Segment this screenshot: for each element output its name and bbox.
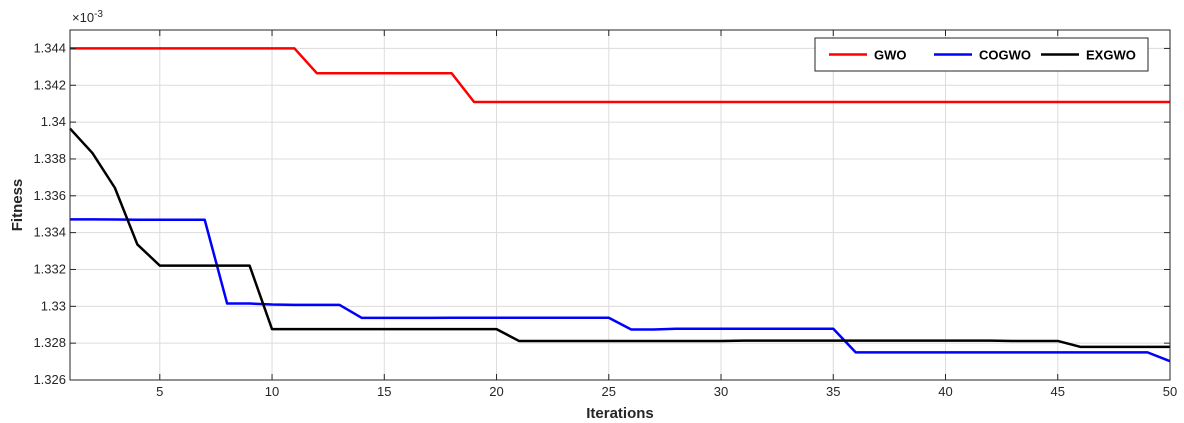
- y-axis-label: Fitness: [9, 179, 26, 232]
- y-tick-label: 1.338: [33, 151, 66, 166]
- y-tick-label: 1.33: [41, 298, 66, 313]
- x-tick-label: 45: [1051, 384, 1065, 399]
- x-tick-label: 35: [826, 384, 840, 399]
- x-tick-label: 5: [156, 384, 163, 399]
- axis-ticks: 5 10 15 20 25 30 35 40 45 50 1.326 1.328 1.33 1.332 1.…: [33, 30, 1177, 399]
- axes-frame: [69, 29, 1171, 381]
- x-tick-label: 40: [938, 384, 952, 399]
- x-tick-label: 50: [1163, 384, 1177, 399]
- plot-area: [70, 30, 1170, 380]
- y-tick-label: 1.344: [33, 40, 66, 55]
- x-tick-label: 20: [489, 384, 503, 399]
- legend: GWO COGWO EXGWO: [814, 37, 1149, 72]
- legend-label-gwo: GWO: [874, 48, 907, 63]
- legend-box: [814, 37, 1149, 72]
- y-exponent-power: -3: [94, 9, 103, 20]
- y-tick-label: 1.336: [33, 188, 66, 203]
- legend-label-exgwo: EXGWO: [1086, 48, 1136, 63]
- y-tick-label: 1.328: [33, 335, 66, 350]
- y-tick-label: 1.342: [33, 77, 66, 92]
- series-line-exgwo: [69, 127, 1170, 349]
- x-axis-label: Iterations: [586, 405, 654, 422]
- x-tick-label: 30: [714, 384, 728, 399]
- series-lines: [69, 47, 1171, 363]
- y-exponent-label: ×10-3: [72, 9, 103, 26]
- series-line-gwo: [70, 47, 1170, 104]
- series-line-cogwo: [70, 218, 1171, 363]
- x-tick-label: 10: [265, 384, 279, 399]
- y-exponent-base: ×10: [72, 10, 94, 25]
- x-tick-label: 25: [602, 384, 616, 399]
- y-tick-label: 1.332: [33, 261, 66, 276]
- y-tick-label: 1.334: [33, 225, 66, 240]
- x-tick-label: 15: [377, 384, 391, 399]
- legend-label-cogwo: COGWO: [979, 48, 1031, 63]
- y-tick-label: 1.326: [33, 372, 66, 387]
- y-tick-label: 1.34: [41, 114, 66, 129]
